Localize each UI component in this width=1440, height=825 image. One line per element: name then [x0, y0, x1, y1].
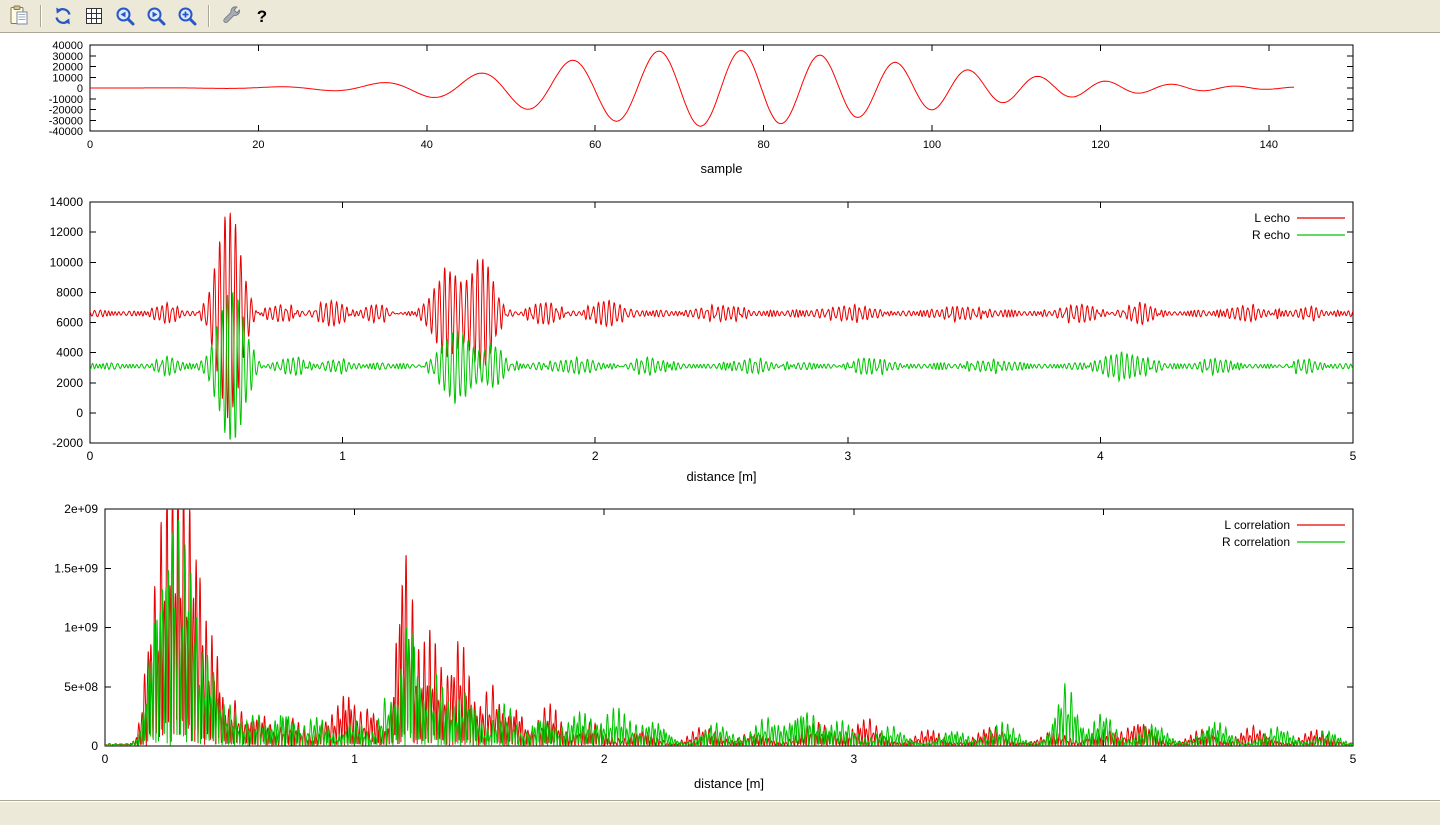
y-tick-label: 2000 [56, 376, 83, 390]
series-r-correlation [105, 519, 1353, 746]
y-tick-label: 10000 [52, 72, 83, 84]
y-tick-label: 0 [91, 739, 98, 753]
y-tick-label: -30000 [49, 115, 83, 127]
x-axis-title: distance [m] [694, 776, 764, 791]
y-tick-label: 30000 [52, 51, 83, 63]
x-tick-label: 40 [421, 139, 433, 151]
x-tick-label: 4 [1097, 449, 1104, 463]
y-tick-label: 40000 [52, 40, 83, 52]
x-axis-title: sample [701, 161, 743, 176]
y-tick-label: 0 [76, 406, 83, 420]
y-tick-label: 8000 [56, 285, 83, 299]
x-tick-label: 2 [592, 449, 599, 463]
autoscale-icon [178, 7, 197, 26]
x-tick-label: 60 [589, 139, 601, 151]
y-tick-label: 14000 [50, 195, 84, 209]
toolbar: ? [0, 0, 1440, 33]
toggle-grid-button[interactable] [80, 3, 108, 29]
clipboard-icon [10, 5, 28, 25]
x-tick-label: 0 [87, 139, 93, 151]
series-pulse [90, 50, 1295, 127]
legend-label: L echo [1254, 211, 1290, 225]
y-tick-label: -2000 [52, 436, 83, 450]
x-tick-label: 0 [87, 449, 94, 463]
zoom-next-button[interactable] [142, 3, 170, 29]
x-tick-label: 120 [1091, 139, 1109, 151]
series-r-echo [90, 291, 1353, 440]
x-tick-label: 4 [1100, 752, 1107, 766]
chart-1: 0 1 2 3 4 5 -2000 0 2000 4000 6000 8000 10000 12000 14… [50, 195, 1357, 484]
plot-border [104, 508, 1354, 747]
y-tick-label: -40000 [49, 126, 83, 138]
x-tick-label: 3 [844, 449, 851, 463]
x-axis-title: distance [m] [686, 469, 756, 484]
copy-to-clipboard-button[interactable] [5, 3, 33, 29]
y-tick-label: 0 [77, 83, 83, 95]
y-tick-label: 10000 [50, 255, 84, 269]
y-tick-label: 1.5e+09 [54, 561, 98, 575]
zoom-previous-icon [116, 7, 135, 26]
legend-label: R echo [1252, 228, 1290, 242]
replot-button[interactable] [49, 3, 77, 29]
y-tick-label: -10000 [49, 94, 83, 106]
y-tick-label: 6000 [56, 316, 83, 330]
x-tick-label: 100 [923, 139, 941, 151]
plot-canvas: 0 20 40 60 80 100 120 140 -40000 -30000 -20000 -100… [0, 33, 1440, 801]
x-tick-label: 0 [102, 752, 109, 766]
wrench-icon [223, 6, 241, 23]
series-l-echo [90, 212, 1353, 419]
help-glyph: ? [257, 7, 267, 26]
help-icon: ? [257, 7, 267, 26]
plot-border [89, 201, 1354, 444]
x-tick-label: 80 [757, 139, 769, 151]
configure-button[interactable] [217, 3, 245, 29]
zoom-next-icon [147, 7, 166, 26]
grid-icon [86, 8, 102, 24]
status-bar [0, 800, 1440, 825]
replot-icon [55, 7, 71, 25]
help-button[interactable]: ? [248, 3, 276, 29]
legend-label: L correlation [1224, 518, 1290, 532]
series-l-correlation [105, 509, 1353, 746]
y-tick-label: 20000 [52, 62, 83, 74]
legend-label: R correlation [1222, 535, 1290, 549]
toolbar-separator [40, 5, 42, 27]
x-tick-label: 5 [1350, 752, 1357, 766]
y-tick-label: -20000 [49, 105, 83, 117]
x-tick-label: 1 [351, 752, 358, 766]
x-tick-label: 3 [850, 752, 857, 766]
x-tick-label: 20 [252, 139, 264, 151]
zoom-previous-button[interactable] [111, 3, 139, 29]
chart-2: 0 1 2 3 4 5 0 5e+08 1e+09 1.5e+09 2e+09 distance [m… [54, 502, 1356, 791]
x-tick-label: 1 [339, 449, 346, 463]
plot-svg[interactable]: 0 20 40 60 80 100 120 140-40000-30000-20000-100… [0, 33, 1440, 801]
x-tick-label: 2 [601, 752, 608, 766]
y-tick-label: 4000 [56, 346, 83, 360]
y-tick-label: 2e+09 [64, 502, 98, 516]
x-tick-label: 5 [1350, 449, 1357, 463]
autoscale-button[interactable] [173, 3, 201, 29]
x-tick-label: 140 [1260, 139, 1278, 151]
toolbar-separator [208, 5, 210, 27]
chart-0: 0 20 40 60 80 100 120 140 -40000-30000-20000-100… [49, 40, 1354, 176]
y-tick-label: 12000 [50, 225, 84, 239]
y-tick-label: 1e+09 [64, 621, 98, 635]
y-tick-label: 5e+08 [64, 680, 98, 694]
